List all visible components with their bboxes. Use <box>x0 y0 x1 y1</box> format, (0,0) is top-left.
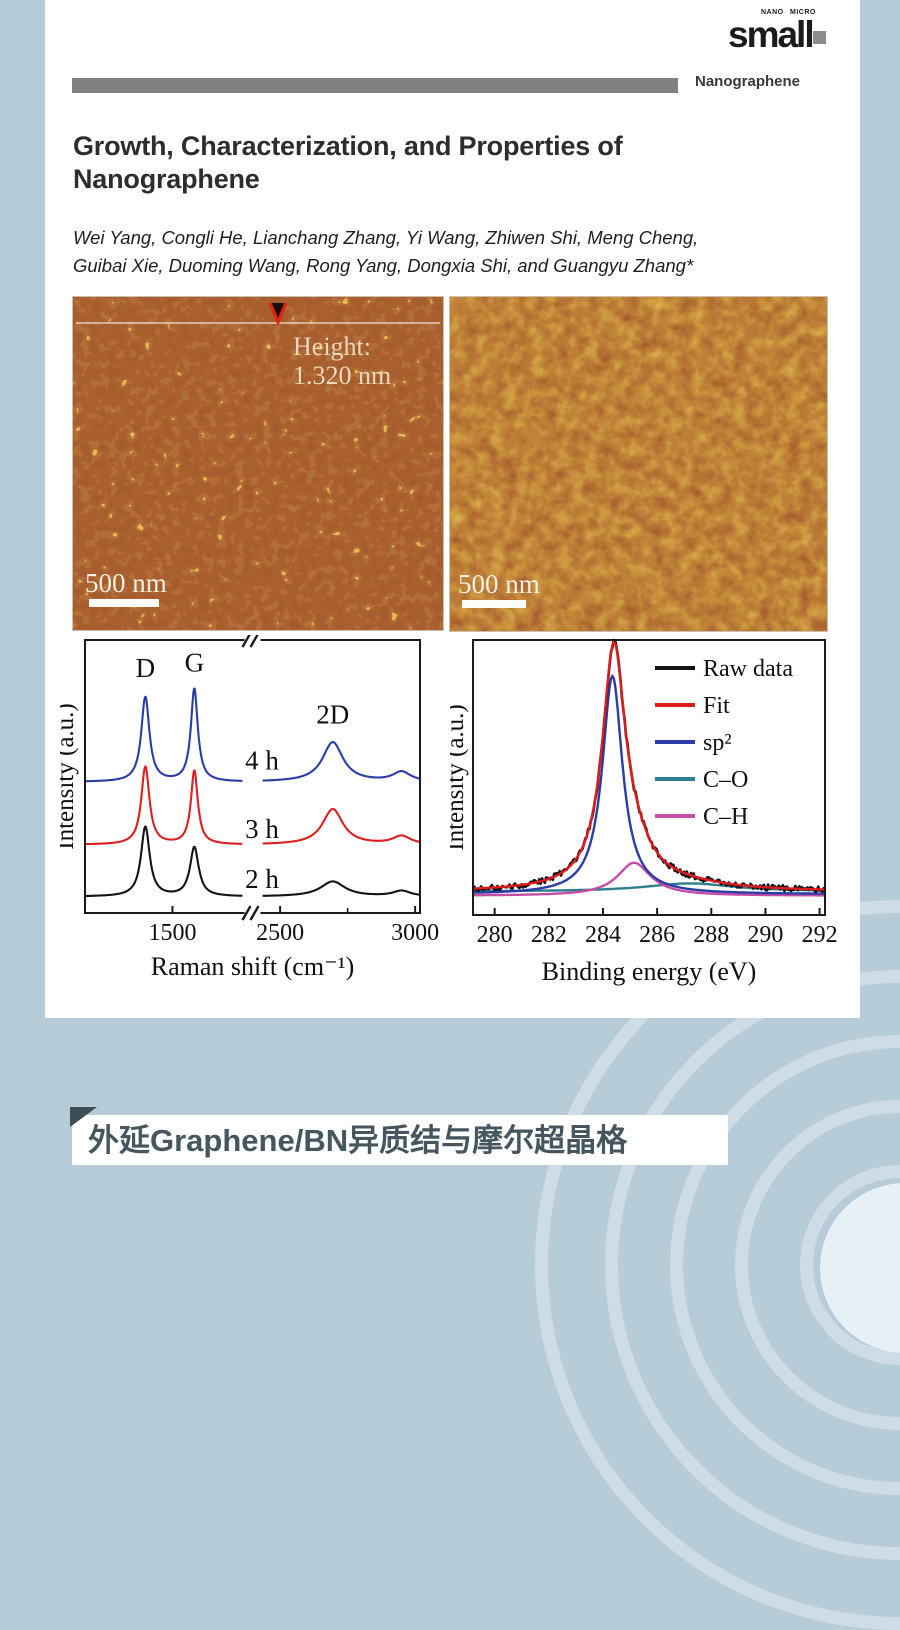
scale-bar-left <box>89 599 159 607</box>
logo-nano-label: NANO <box>761 9 784 16</box>
svg-text:280: 280 <box>477 922 513 948</box>
svg-text:4 h: 4 h <box>245 746 279 776</box>
scale-bar-label-right: 500 nm <box>458 569 540 599</box>
svg-text:282: 282 <box>531 922 567 948</box>
page-background: { "journal": { "logo_text": "small", "lo… <box>45 0 900 1630</box>
section-divider-bar <box>72 78 678 93</box>
svg-text:292: 292 <box>802 922 838 948</box>
height-label: Height: <box>293 332 371 361</box>
svg-text:1500: 1500 <box>148 920 196 946</box>
xps-chart: 280 282 284 286 288 290 292 Raw data Fit sp² C–O C–… <box>450 635 845 990</box>
banner-corner-triangle <box>70 1107 97 1127</box>
afm-image-right: 500 nm <box>449 296 828 632</box>
author-list: Wei Yang, Congli He, Lianchang Zhang, Yi… <box>73 227 699 276</box>
svg-text:Intensity (a.u.): Intensity (a.u.) <box>60 703 79 849</box>
svg-text:Raman shift (cm⁻¹): Raman shift (cm⁻¹) <box>151 952 354 981</box>
logo-square-icon <box>813 31 826 44</box>
page-title: Growth, Characterization, and Properties… <box>73 131 623 194</box>
afm-image-left: Height: 1.320 nm 500 nm <box>72 296 444 631</box>
svg-text:3000: 3000 <box>391 920 439 946</box>
svg-text:D: D <box>136 653 156 683</box>
svg-text:286: 286 <box>639 922 675 948</box>
svg-text:G: G <box>185 647 205 677</box>
scale-bar-right <box>462 600 526 608</box>
svg-text:Fit: Fit <box>703 693 730 719</box>
svg-text:C–O: C–O <box>703 767 748 793</box>
logo-micro-label: MICRO <box>790 9 816 16</box>
article-page: NANO MICRO small Nanographene Growth, Ch… <box>45 0 860 1018</box>
svg-text:Binding energy (eV): Binding energy (eV) <box>542 957 757 986</box>
svg-text:284: 284 <box>585 922 621 948</box>
raman-chart: 1500 2500 3000 D G 2D 4 h 3 h 2 h Raman shift (cm… <box>60 635 460 985</box>
svg-text:3 h: 3 h <box>245 814 279 844</box>
svg-text:290: 290 <box>747 922 783 948</box>
footer-banner: 外延Graphene/BN异质结与摩尔超晶格 <box>72 1115 728 1165</box>
height-value: 1.320 nm <box>293 361 391 390</box>
svg-text:2 h: 2 h <box>245 864 279 894</box>
section-label: Nanographene <box>695 73 801 90</box>
svg-text:Raw data: Raw data <box>703 656 793 682</box>
journal-logo: NANO MICRO small <box>728 9 838 60</box>
svg-text:288: 288 <box>693 922 729 948</box>
svg-text:2500: 2500 <box>256 920 304 946</box>
svg-text:Intensity (a.u.): Intensity (a.u.) <box>450 704 469 850</box>
scale-bar-label-left: 500 nm <box>85 568 167 598</box>
banner-text: 外延Graphene/BN异质结与摩尔超晶格 <box>88 1123 628 1158</box>
logo-wordmark: small <box>728 14 815 55</box>
svg-text:C–H: C–H <box>703 804 748 830</box>
svg-text:2D: 2D <box>316 699 349 729</box>
height-marker-icon <box>268 302 288 327</box>
svg-text:sp²: sp² <box>703 730 732 756</box>
